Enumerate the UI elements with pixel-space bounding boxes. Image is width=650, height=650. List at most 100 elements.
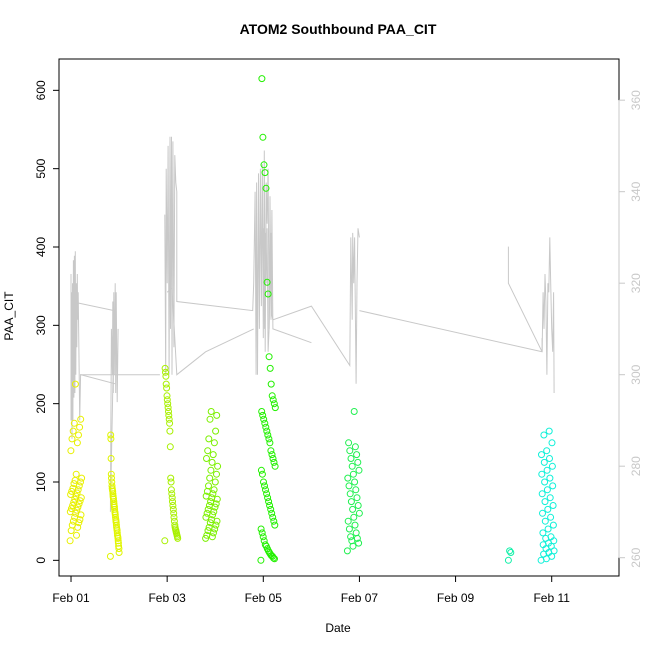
x-tick-label: Feb 03: [148, 591, 186, 605]
data-point: [265, 435, 273, 443]
data-point: [348, 462, 356, 470]
data-point: [70, 480, 78, 488]
data-point: [539, 509, 546, 517]
data-point: [541, 498, 549, 506]
data-point: [257, 525, 265, 533]
data-point: [353, 451, 361, 459]
data-point: [266, 439, 274, 447]
data-point: [267, 447, 275, 455]
data-point: [205, 523, 213, 531]
data-point: [206, 415, 214, 423]
data-point: [69, 427, 77, 435]
data-point: [260, 478, 267, 486]
data-point: [166, 427, 174, 435]
data-point: [205, 435, 213, 443]
y-tick-label: 200: [34, 393, 48, 413]
data-point: [267, 380, 275, 388]
data-point: [208, 494, 216, 502]
data-point: [262, 184, 270, 192]
data-point: [264, 431, 272, 439]
data-point: [77, 415, 85, 423]
data-point: [548, 462, 556, 470]
data-point: [207, 498, 215, 506]
data-point: [270, 458, 278, 466]
data-point: [548, 439, 556, 447]
data-point: [265, 353, 273, 361]
data-point: [163, 392, 171, 400]
data-point: [260, 161, 268, 169]
data-point: [259, 411, 267, 419]
y2-tick-label: 360: [629, 90, 643, 110]
data-point: [344, 474, 352, 482]
data-point: [543, 447, 551, 455]
data-point: [204, 447, 212, 455]
data-point: [66, 537, 74, 545]
data-point: [267, 505, 275, 513]
data-point: [206, 474, 214, 482]
data-point: [346, 447, 354, 455]
data-point: [271, 521, 279, 529]
y2-tick-label: 280: [629, 456, 643, 476]
data-point: [538, 470, 546, 478]
data-point: [544, 505, 552, 513]
x-tick-label: Feb 05: [245, 591, 283, 605]
data-point: [266, 502, 274, 509]
data-point: [268, 451, 276, 459]
data-point: [66, 508, 74, 516]
data-point: [167, 486, 175, 494]
points-layer: [66, 75, 558, 564]
data-point: [169, 505, 177, 513]
data-point: [266, 364, 274, 372]
x-tick-label: Feb 01: [52, 591, 90, 605]
data-point: [260, 537, 268, 545]
data-point: [107, 431, 115, 439]
data-point: [168, 490, 176, 498]
data-point: [68, 487, 76, 495]
data-point: [344, 517, 352, 525]
data-point: [205, 482, 212, 490]
data-point: [165, 415, 173, 423]
data-point: [265, 498, 273, 506]
data-point: [262, 486, 269, 494]
trace-layer: [70, 136, 555, 512]
x-tick-label: Feb 11: [533, 591, 570, 605]
y2-tick-label: 300: [629, 364, 643, 384]
data-point: [349, 470, 357, 478]
data-point: [549, 482, 557, 490]
data-point: [167, 474, 175, 482]
data-point: [346, 490, 354, 498]
data-point: [163, 396, 171, 404]
data-point: [543, 466, 551, 474]
data-point: [162, 368, 169, 376]
data-point: [350, 408, 358, 415]
data-point: [207, 466, 215, 474]
data-point: [165, 411, 173, 419]
data-point: [213, 411, 221, 419]
data-point: [355, 466, 363, 474]
y2-tick-label: 320: [629, 273, 643, 293]
data-point: [549, 521, 557, 529]
trace-line-7: [507, 237, 555, 394]
plot-frame: [58, 58, 620, 577]
secondary-y-axis: 260 280 300 320 340 360: [618, 90, 643, 568]
data-point: [207, 408, 215, 415]
data-point: [68, 505, 75, 513]
data-point: [345, 525, 353, 533]
data-point: [203, 531, 211, 539]
data-point: [169, 502, 177, 509]
data-point: [67, 527, 75, 535]
data-point: [345, 482, 353, 490]
data-point: [355, 539, 363, 547]
data-point: [547, 533, 555, 541]
data-point: [170, 513, 178, 521]
data-point: [257, 556, 265, 564]
data-point: [108, 474, 115, 482]
data-point: [347, 455, 355, 462]
data-point: [69, 502, 77, 509]
data-point: [162, 372, 170, 380]
data-point: [271, 404, 279, 412]
data-point: [262, 423, 270, 431]
data-point: [211, 478, 219, 486]
data-point: [212, 521, 220, 529]
